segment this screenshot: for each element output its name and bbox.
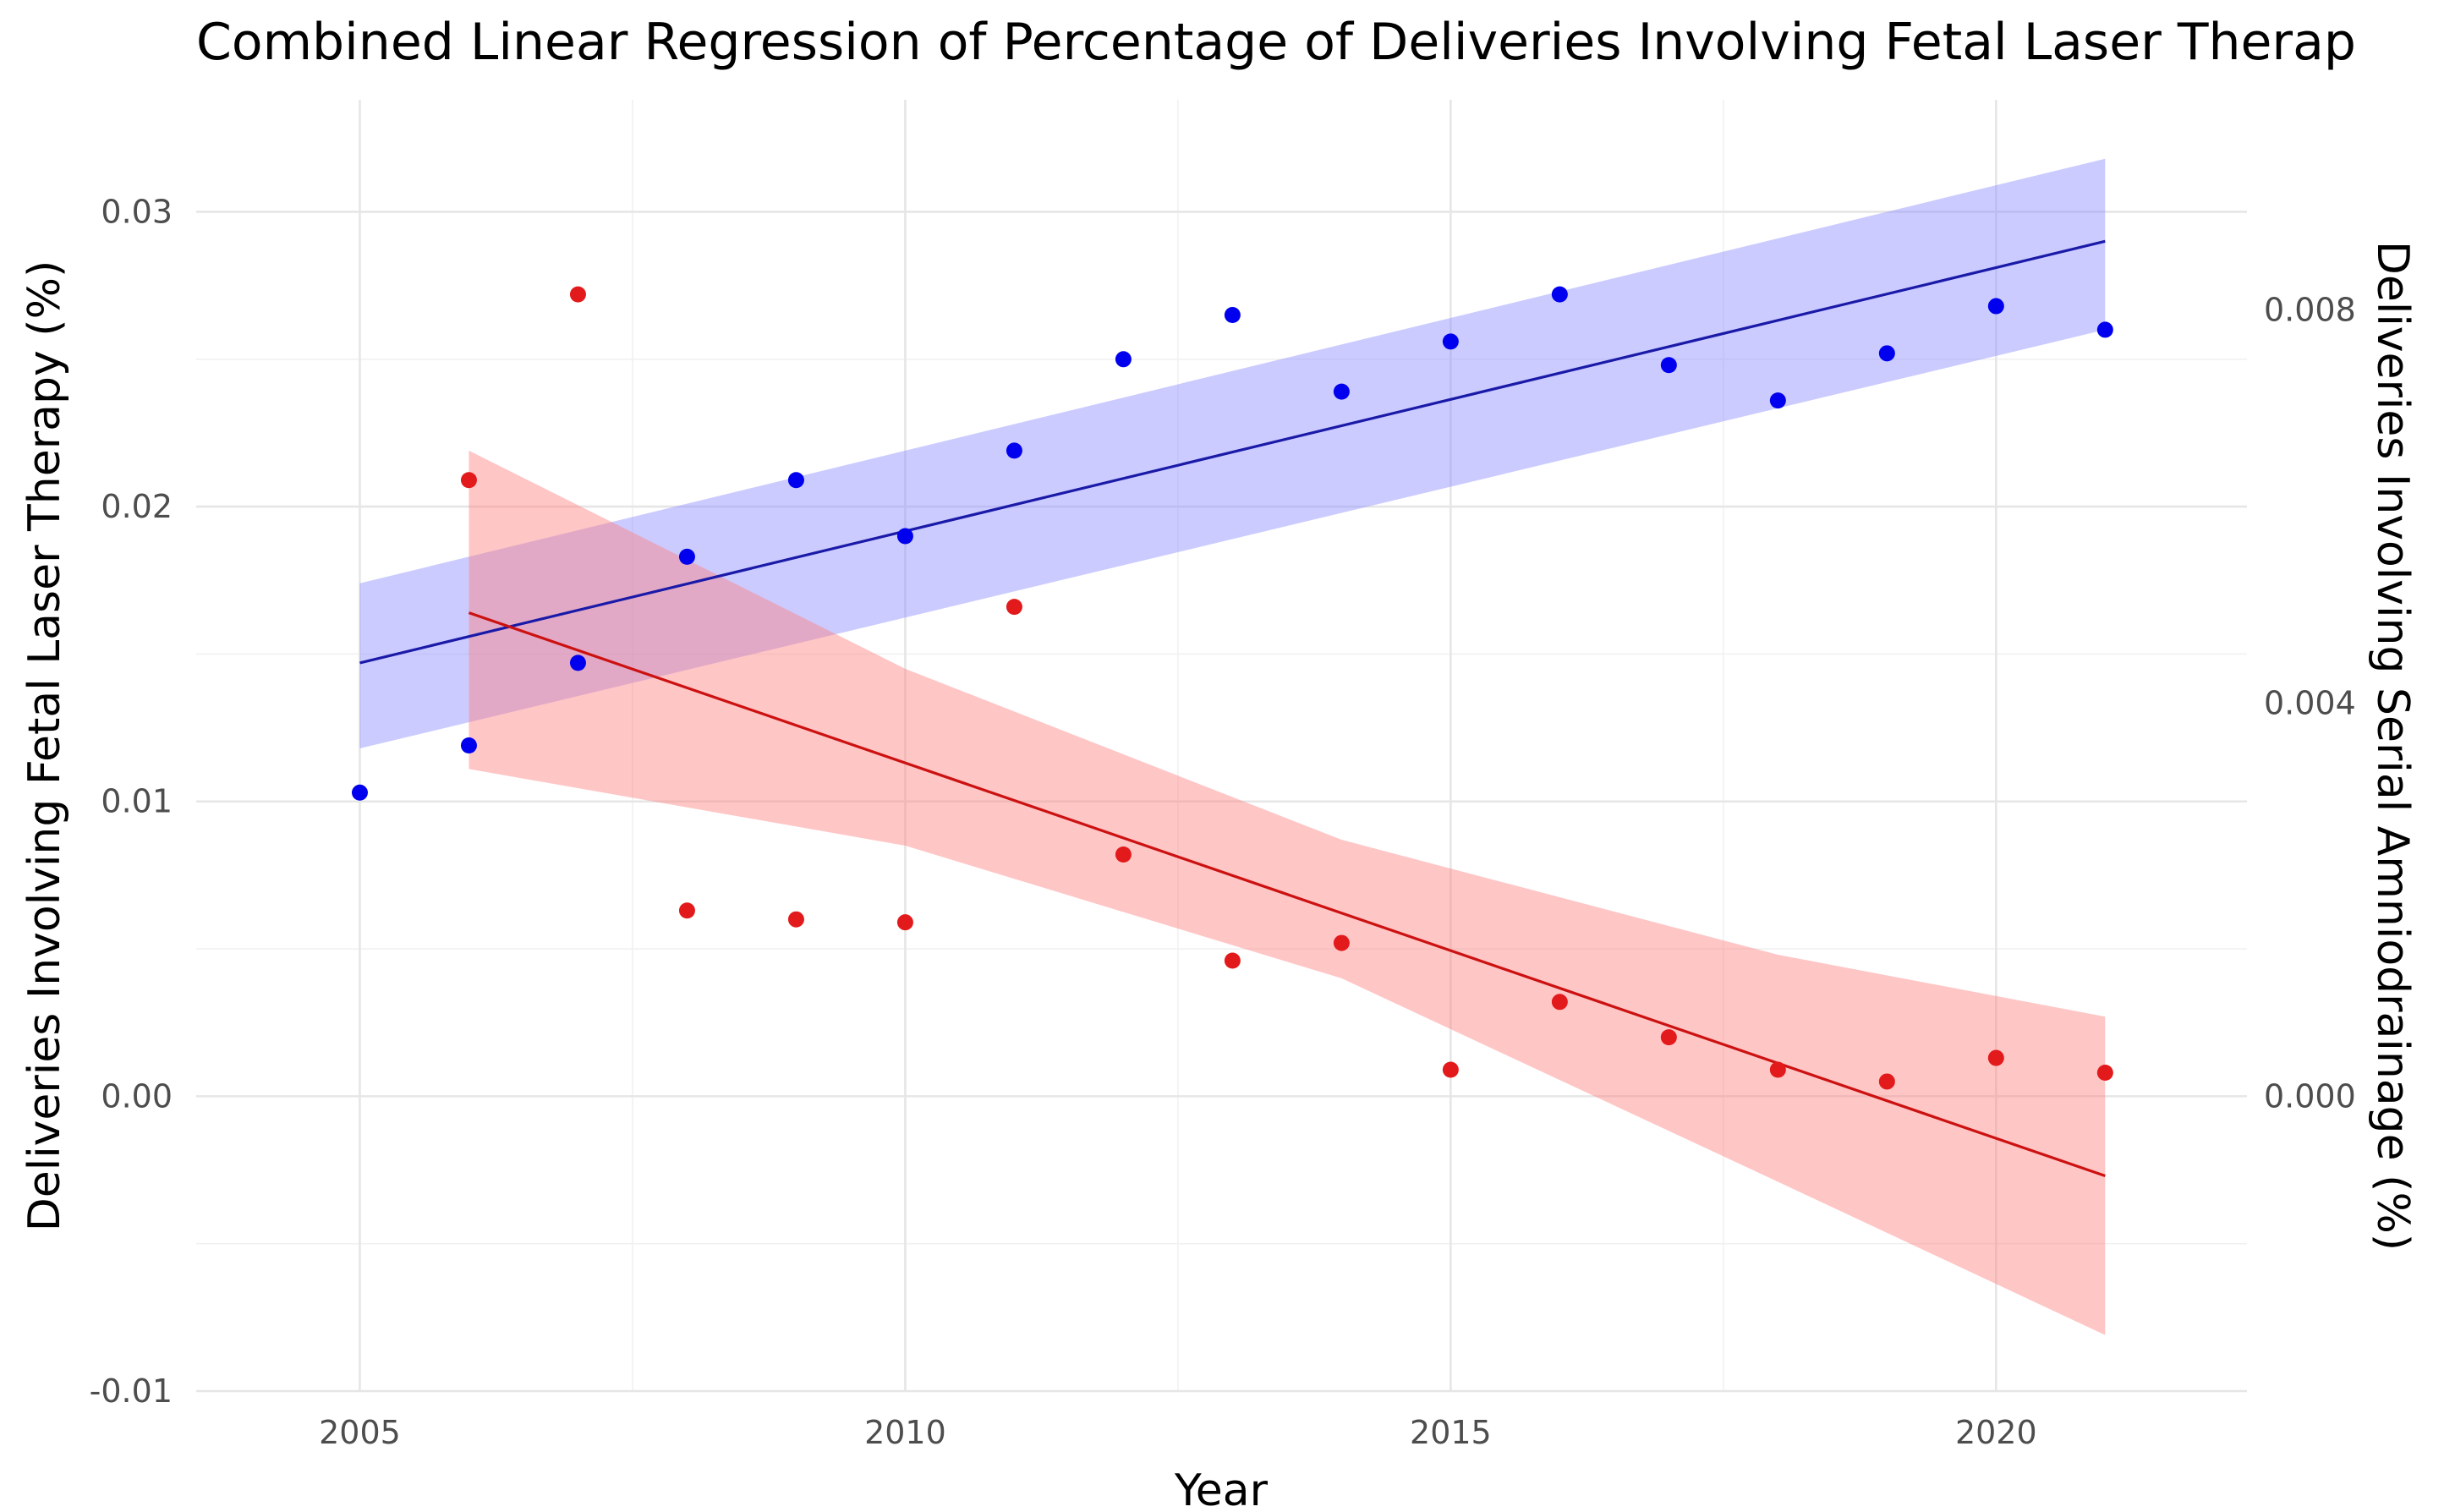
point-laser bbox=[678, 548, 695, 565]
tick-labels: 2005 2010 2015 2020 -0.01 0.00 0.01 0.02 0.03 0.0… bbox=[90, 193, 2356, 1451]
regression-lines bbox=[359, 239, 2106, 1178]
point-laser bbox=[2096, 321, 2113, 338]
point-laser bbox=[1769, 392, 1786, 409]
point-laser bbox=[1006, 442, 1022, 459]
point-amniodrainage bbox=[1660, 1029, 1677, 1046]
fit-line-laser bbox=[359, 239, 2106, 665]
y-tick-label: 0.03 bbox=[101, 193, 173, 230]
point-amniodrainage bbox=[678, 902, 695, 919]
point-laser bbox=[351, 784, 368, 801]
point-amniodrainage bbox=[1115, 846, 1132, 863]
y2-tick-label: 0.000 bbox=[2264, 1077, 2356, 1115]
ci-band-laser bbox=[359, 158, 2106, 748]
point-laser bbox=[1987, 298, 2004, 315]
y-axis-title: Deliveries Involving Fetal Laser Therapy… bbox=[19, 260, 70, 1232]
point-amniodrainage bbox=[1878, 1073, 1895, 1090]
point-laser bbox=[896, 528, 913, 545]
y-tick-label: 0.01 bbox=[101, 783, 173, 820]
point-amniodrainage bbox=[787, 911, 804, 928]
y-tick-label: -0.01 bbox=[90, 1372, 173, 1410]
point-amniodrainage bbox=[1006, 599, 1022, 616]
grid bbox=[196, 100, 2247, 1393]
point-laser bbox=[569, 655, 586, 671]
point-amniodrainage bbox=[1769, 1061, 1786, 1078]
ci-band-amniodrainage bbox=[469, 450, 2106, 1335]
point-amniodrainage bbox=[1333, 934, 1350, 951]
point-amniodrainage bbox=[896, 914, 913, 931]
chart-title: Combined Linear Regression of Percentage… bbox=[196, 13, 2356, 72]
point-amniodrainage bbox=[1551, 994, 1568, 1011]
fit-line-amniodrainage bbox=[468, 611, 2106, 1178]
y2-axis-title: Deliveries Involving Serial Amniodrainag… bbox=[2367, 241, 2418, 1251]
point-laser bbox=[1660, 357, 1677, 374]
point-amniodrainage bbox=[1442, 1061, 1459, 1078]
point-laser bbox=[1442, 333, 1459, 350]
x-tick-label: 2015 bbox=[1410, 1414, 1492, 1451]
x-tick-label: 2005 bbox=[319, 1414, 401, 1451]
data-points bbox=[351, 286, 2113, 1090]
point-amniodrainage bbox=[569, 286, 586, 303]
x-tick-label: 2010 bbox=[864, 1414, 946, 1451]
x-axis-title: Year bbox=[1174, 1465, 1269, 1512]
point-laser bbox=[1333, 383, 1350, 400]
y2-tick-label: 0.008 bbox=[2264, 292, 2356, 329]
point-amniodrainage bbox=[2096, 1064, 2113, 1081]
point-amniodrainage bbox=[1987, 1049, 2004, 1066]
y2-tick-label: 0.004 bbox=[2264, 685, 2356, 722]
point-laser bbox=[1224, 307, 1241, 323]
y-tick-label: 0.00 bbox=[101, 1077, 173, 1115]
point-laser bbox=[1115, 351, 1132, 368]
point-laser bbox=[460, 737, 477, 753]
point-laser bbox=[1878, 345, 1895, 362]
point-laser bbox=[1551, 286, 1568, 303]
point-amniodrainage bbox=[1224, 952, 1241, 969]
confidence-bands bbox=[359, 158, 2106, 1335]
point-laser bbox=[787, 472, 804, 489]
x-tick-label: 2020 bbox=[1955, 1414, 2037, 1451]
point-amniodrainage bbox=[460, 472, 477, 489]
y-tick-label: 0.02 bbox=[101, 488, 173, 525]
